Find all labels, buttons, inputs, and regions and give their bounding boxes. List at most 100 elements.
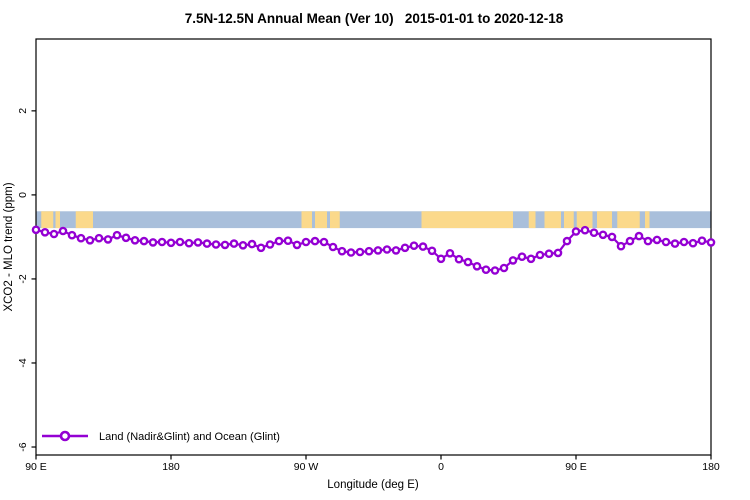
data-point [337,246,347,256]
data-point [499,263,509,273]
data-point [634,231,644,241]
data-point [517,252,527,262]
data-point [598,230,608,240]
map-band-land [576,211,593,229]
map-band-land [528,211,536,229]
data-point [544,249,554,258]
data-point [526,254,536,264]
x-tick-label: 90 W [294,461,319,473]
data-point [49,229,59,239]
plot-box [35,38,712,456]
legend-label: Land (Nadir&Glint) and Ocean (Glint) [99,431,280,443]
data-point [157,237,167,247]
data-point [382,245,392,254]
x-axis-title: Longitude (deg E) [327,479,419,491]
data-point [427,246,437,256]
data-point [121,233,131,243]
data-point [706,238,716,247]
data-point [688,238,698,248]
data-point [103,235,113,244]
map-band-land [330,211,340,229]
data-point [625,236,635,246]
map-band-land [301,211,312,229]
map-band-land [421,211,513,229]
data-point [76,233,86,243]
data-point [265,240,275,249]
data-point [643,236,653,246]
x-tick-label: 0 [438,461,444,473]
map-band-land [617,211,640,229]
data-point [670,239,680,248]
data-point [679,237,689,247]
data-point [589,228,599,237]
y-tick-label: -2 [17,274,29,283]
y-tick-label: 0 [17,192,29,198]
data-point [229,239,239,248]
axes: 90 E 180 90 W 0 90 E 180 2 0 -2 -4 -6 [17,38,720,473]
data-point [247,239,257,249]
data-point [391,246,401,255]
data-point [220,240,230,250]
data-point [256,243,266,253]
data-point [346,248,356,257]
data-point [166,238,176,248]
data-point [481,265,491,275]
data-point [418,242,428,251]
data-point [301,237,311,247]
data-point [508,256,518,265]
data-point [67,230,77,240]
map-band-land [544,211,561,229]
y-axis-title: XCO2 - MLO trend (ppm) [3,182,15,311]
map-band-land [41,211,54,229]
map-band-land [55,211,60,229]
data-point [490,266,500,275]
data-point [175,237,185,247]
data-point [463,257,473,267]
x-tick-label: 90 E [25,461,47,473]
data-point [436,254,446,264]
x-tick-label: 180 [702,461,720,473]
x-tick-label: 90 E [565,461,587,473]
x-tick-label: 180 [162,461,180,473]
data-point [472,261,482,271]
data-point [310,236,320,246]
data-point [562,236,572,246]
data-point [58,226,68,236]
y-tick-label: -6 [17,442,29,451]
data-point [697,236,707,245]
data-point [319,237,329,247]
chart-title: 7.5N-12.5N Annual Mean (Ver 10) 2015-01-… [185,11,564,26]
data-point [535,250,545,260]
data-point [292,240,302,250]
data-point [94,233,104,243]
data-point [148,238,158,247]
map-band-land [597,211,612,229]
data-point [400,243,410,253]
legend: Land (Nadir&Glint) and Ocean (Glint) [42,430,280,443]
data-point [112,230,122,240]
data-point [652,235,662,245]
y-tick-label: -4 [17,358,29,367]
data-point [553,248,563,258]
map-band-land [645,211,650,229]
data-point [373,246,383,255]
data-point [454,254,464,264]
data-point [238,240,248,250]
data-point [274,236,284,246]
data-point [571,227,581,236]
data-point [661,237,671,247]
data-point [616,241,626,251]
data-point [193,238,203,247]
map-band-land [315,211,327,229]
data-point [409,241,419,250]
data-point [328,242,338,252]
data-point [139,236,149,246]
data-series [31,225,716,275]
data-point [355,247,365,257]
map-band-land [75,211,93,229]
data-point [202,239,212,248]
data-point [580,225,590,235]
data-point [211,240,221,249]
data-point [31,225,41,235]
